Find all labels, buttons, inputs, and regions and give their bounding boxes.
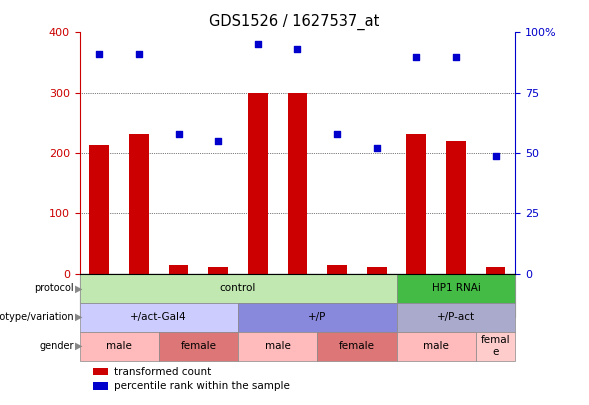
Bar <box>396 303 515 332</box>
Bar <box>198 274 238 317</box>
Point <box>412 53 421 60</box>
Point <box>491 152 500 159</box>
Text: +/P-act: +/P-act <box>437 312 475 322</box>
Text: percentile rank within the sample: percentile rank within the sample <box>114 381 290 391</box>
Bar <box>238 303 396 332</box>
Bar <box>436 32 476 274</box>
Point <box>213 138 223 144</box>
Bar <box>168 265 188 274</box>
Text: male: male <box>423 341 449 351</box>
Text: HP1 RNAi: HP1 RNAi <box>432 283 481 293</box>
Text: ▶: ▶ <box>75 312 82 322</box>
Text: gender: gender <box>39 341 74 351</box>
Text: transformed count: transformed count <box>114 367 211 377</box>
Point <box>293 46 302 53</box>
Text: protocol: protocol <box>34 283 74 293</box>
Bar <box>80 32 119 274</box>
Bar <box>80 303 238 332</box>
Text: female: female <box>180 341 216 351</box>
Point <box>253 41 263 48</box>
Bar <box>486 266 505 274</box>
Bar <box>159 274 198 317</box>
Bar <box>80 332 159 361</box>
Bar <box>119 32 159 274</box>
Bar <box>90 145 109 274</box>
Bar <box>277 274 317 317</box>
Bar <box>476 274 515 317</box>
Point <box>134 51 144 58</box>
Bar <box>396 332 476 361</box>
Point <box>372 145 382 151</box>
Bar <box>327 265 347 274</box>
Bar <box>317 32 357 274</box>
Point <box>174 130 183 137</box>
Bar <box>92 368 108 375</box>
Bar <box>287 93 307 274</box>
Bar <box>476 32 515 274</box>
Text: ▶: ▶ <box>75 341 82 351</box>
Text: genotype/variation: genotype/variation <box>0 312 74 322</box>
Bar <box>238 274 277 317</box>
Text: ▶: ▶ <box>75 283 82 293</box>
Bar <box>277 32 317 274</box>
Bar <box>357 32 396 274</box>
Bar <box>238 332 317 361</box>
Bar <box>159 32 198 274</box>
Bar <box>436 274 476 317</box>
Bar <box>396 274 436 317</box>
Text: GDS1526 / 1627537_at: GDS1526 / 1627537_at <box>209 14 380 30</box>
Bar <box>92 382 108 390</box>
Bar <box>446 141 466 274</box>
Bar <box>476 332 515 361</box>
Text: male: male <box>264 341 290 351</box>
Point <box>332 130 342 137</box>
Text: control: control <box>220 283 256 293</box>
Bar <box>406 134 426 274</box>
Bar <box>317 274 357 317</box>
Bar <box>80 274 119 317</box>
Text: femal
e: femal e <box>481 335 511 357</box>
Bar <box>198 32 238 274</box>
Bar <box>209 266 228 274</box>
Text: +/P: +/P <box>308 312 326 322</box>
Bar <box>396 32 436 274</box>
Bar <box>317 332 396 361</box>
Point <box>95 51 104 58</box>
Bar <box>80 274 396 303</box>
Bar <box>248 93 268 274</box>
Bar <box>238 32 277 274</box>
Point <box>451 53 461 60</box>
Bar <box>159 332 238 361</box>
Text: female: female <box>339 341 375 351</box>
Text: +/act-Gal4: +/act-Gal4 <box>130 312 187 322</box>
Bar <box>129 134 149 274</box>
Bar <box>119 274 159 317</box>
Bar <box>396 274 515 303</box>
Text: male: male <box>106 341 132 351</box>
Bar <box>367 266 386 274</box>
Bar <box>357 274 396 317</box>
